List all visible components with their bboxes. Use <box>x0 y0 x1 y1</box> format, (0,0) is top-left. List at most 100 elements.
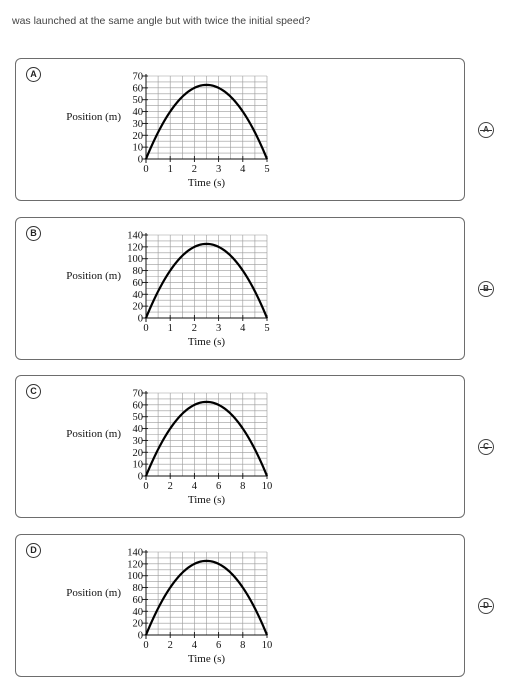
y-tick-label: 10 <box>133 143 144 154</box>
data-point <box>193 87 195 89</box>
x-tick-label: 4 <box>192 640 198 651</box>
y-tick-label: 0 <box>138 472 143 483</box>
data-point <box>242 427 244 430</box>
data-point <box>242 269 244 272</box>
strikethrough-option-b-button[interactable]: B <box>478 281 494 297</box>
y-tick-label: 0 <box>138 631 143 642</box>
x-tick-label: 6 <box>216 481 221 492</box>
x-tick-label: 4 <box>240 323 246 334</box>
strikethrough-option-a-button[interactable]: A <box>478 122 494 138</box>
answer-option-b[interactable]: B 140 120 100 80 60 40 20 0 0 1 2 3 4 5 Position (m) Ti… <box>15 217 465 360</box>
y-tick-label: 60 <box>133 400 144 411</box>
x-tick-label: 0 <box>143 640 148 651</box>
data-point <box>193 404 195 406</box>
x-tick-label: 4 <box>240 164 246 175</box>
option-letter-badge: D <box>26 543 41 558</box>
y-tick-label: 120 <box>127 242 143 253</box>
y-tick-label: 0 <box>138 314 143 325</box>
data-point <box>218 87 220 89</box>
x-tick-label: 3 <box>216 323 221 334</box>
y-tick-label: 40 <box>133 607 144 618</box>
y-tick-label: 40 <box>133 290 144 301</box>
x-axis-title: Time (s) <box>188 653 226 665</box>
data-point <box>242 110 244 113</box>
data-point <box>145 317 147 319</box>
data-point <box>266 158 268 160</box>
x-tick-label: 0 <box>143 323 148 334</box>
y-tick-label: 30 <box>133 436 144 447</box>
data-point <box>218 246 220 248</box>
option-letter-badge: C <box>26 384 41 399</box>
x-tick-label: 2 <box>168 481 173 492</box>
y-tick-label: 40 <box>133 424 144 435</box>
question-text: was launched at the same angle but with … <box>12 15 311 27</box>
data-point <box>205 84 208 86</box>
x-axis-title: Time (s) <box>188 494 226 506</box>
y-tick-label: 20 <box>133 619 144 630</box>
answer-option-c[interactable]: C 70 60 50 40 30 20 10 0 0 2 4 6 8 10 Position (m) Time… <box>15 375 465 518</box>
y-axis-title: Position (m) <box>66 428 121 440</box>
answer-option-d[interactable]: D 140 120 100 80 60 40 20 0 0 2 4 6 8 10 Position (m) T… <box>15 534 465 677</box>
data-point <box>205 560 208 562</box>
x-tick-label: 1 <box>168 323 173 334</box>
y-tick-label: 70 <box>133 72 144 83</box>
y-axis-title: Position (m) <box>66 111 121 123</box>
x-tick-label: 5 <box>264 323 269 334</box>
y-tick-label: 60 <box>133 83 144 94</box>
data-point <box>145 158 147 160</box>
option-letter-badge: A <box>26 67 41 82</box>
y-tick-label: 140 <box>127 548 143 559</box>
y-tick-label: 50 <box>133 95 144 106</box>
strikethrough-option-c-button[interactable]: C <box>478 439 494 455</box>
x-axis-title: Time (s) <box>188 336 226 348</box>
y-tick-label: 50 <box>133 412 144 423</box>
data-point <box>145 475 147 477</box>
x-tick-label: 2 <box>192 323 197 334</box>
x-tick-label: 10 <box>262 481 273 492</box>
x-tick-label: 2 <box>168 640 173 651</box>
option-letter-badge: B <box>26 226 41 241</box>
y-axis-title: Position (m) <box>66 270 121 282</box>
data-point <box>169 269 171 272</box>
x-tick-label: 10 <box>262 640 273 651</box>
x-tick-label: 4 <box>192 481 198 492</box>
y-tick-label: 20 <box>133 131 144 142</box>
x-tick-label: 1 <box>168 164 173 175</box>
data-point <box>242 586 244 589</box>
y-tick-label: 70 <box>133 389 144 400</box>
data-point <box>169 586 171 589</box>
data-point <box>205 401 208 403</box>
y-tick-label: 60 <box>133 595 144 606</box>
x-tick-label: 6 <box>216 640 221 651</box>
y-tick-label: 60 <box>133 278 144 289</box>
data-point <box>266 475 268 477</box>
x-tick-label: 8 <box>240 640 245 651</box>
y-tick-label: 20 <box>133 448 144 459</box>
data-point <box>169 110 171 113</box>
data-point <box>218 404 220 406</box>
x-tick-label: 5 <box>264 164 269 175</box>
y-tick-label: 20 <box>133 302 144 313</box>
x-tick-label: 0 <box>143 481 148 492</box>
x-tick-label: 8 <box>240 481 245 492</box>
x-axis-title: Time (s) <box>188 177 226 189</box>
answer-option-a[interactable]: A 70 60 50 40 30 20 10 0 0 1 2 3 4 5 Position (m) Time … <box>15 58 465 201</box>
data-point <box>169 427 171 430</box>
x-tick-label: 2 <box>192 164 197 175</box>
y-tick-label: 100 <box>127 571 143 582</box>
data-point <box>145 634 147 636</box>
y-axis-title: Position (m) <box>66 587 121 599</box>
strikethrough-option-d-button[interactable]: D <box>478 598 494 614</box>
data-point <box>218 563 220 565</box>
data-point <box>193 246 195 248</box>
y-tick-label: 30 <box>133 119 144 130</box>
y-tick-label: 40 <box>133 107 144 118</box>
y-tick-label: 10 <box>133 460 144 471</box>
data-point <box>205 243 208 245</box>
y-tick-label: 0 <box>138 155 143 166</box>
y-tick-label: 100 <box>127 254 143 265</box>
